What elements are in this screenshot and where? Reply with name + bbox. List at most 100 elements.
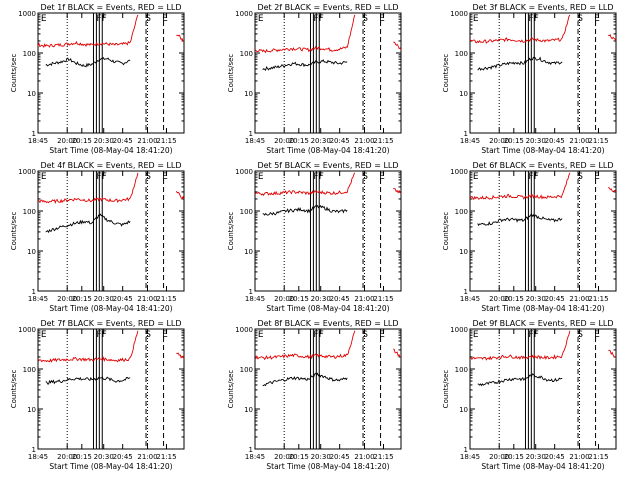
event-marker-label: FF <box>313 330 323 340</box>
y-tick-label: 100 <box>455 366 468 374</box>
x-tick-label: 18:45 <box>28 453 48 461</box>
x-axis-label: Start Time (08-May-04 18:41:20) <box>49 462 172 471</box>
x-tick-label: 20:45 <box>545 453 565 461</box>
event-marker-label: E <box>41 330 47 340</box>
x-tick-label: 20:45 <box>113 295 133 303</box>
y-tick-label: 100 <box>240 366 253 374</box>
y-tick-label: 1000 <box>450 326 468 334</box>
detector-panel-2: Det 2f BLACK = Events, RED = LLD 1 10 100 10… <box>227 3 402 155</box>
x-tick-label: 20:00 <box>57 137 77 145</box>
y-tick-label: 10 <box>459 90 468 98</box>
plot-frame <box>469 170 617 292</box>
y-tick-label: 1 <box>464 130 468 138</box>
event-marker-label: E <box>258 14 264 24</box>
event-marker-label: E <box>473 14 479 24</box>
panel-title: Det 1f BLACK = Events, RED = LLD <box>40 3 181 12</box>
x-tick-label: 21:15 <box>588 295 608 303</box>
x-tick-label: 21:15 <box>373 137 393 145</box>
event-marker-label: E <box>258 330 264 340</box>
plot-frame <box>37 170 185 292</box>
x-axis-label: Start Time (08-May-04 18:41:20) <box>481 304 604 313</box>
x-tick-label: 20:15 <box>504 295 524 303</box>
x-tick-label: 20:15 <box>72 453 92 461</box>
series-line-lld <box>37 172 139 204</box>
x-axis-label: Start Time (08-May-04 18:41:20) <box>49 146 172 155</box>
panel-title: Det 4f BLACK = Events, RED = LLD <box>40 161 181 170</box>
x-axis-label: Start Time (08-May-04 18:41:20) <box>266 146 389 155</box>
y-tick-label: 10 <box>27 90 36 98</box>
x-tick-label: 20:00 <box>489 137 509 145</box>
y-tick-label: 1 <box>249 446 253 454</box>
series-line-lld <box>175 190 185 200</box>
detector-panel-5: Det 5f BLACK = Events, RED = LLD 1 10 100 10… <box>227 161 402 313</box>
y-tick-label: 100 <box>23 50 36 58</box>
y-tick-label: 1 <box>32 288 36 296</box>
x-tick-label: 20:00 <box>274 137 294 145</box>
x-tick-label: 20:00 <box>489 295 509 303</box>
x-tick-label: 20:30 <box>311 137 331 145</box>
y-tick-label: 10 <box>27 248 36 256</box>
series-line-lld <box>254 330 356 361</box>
event-marker-label: S <box>362 172 368 182</box>
event-marker-label: FF <box>528 330 538 340</box>
detector-panel-1: Det 1f BLACK = Events, RED = LLD 1 10 100 10… <box>10 3 185 155</box>
event-marker-label: E <box>379 14 385 24</box>
x-tick-label: 18:45 <box>28 137 48 145</box>
event-marker-label: S <box>577 172 583 182</box>
x-tick-label: 20:30 <box>526 453 546 461</box>
y-tick-label: 1000 <box>450 168 468 176</box>
x-tick-label: 21:00 <box>137 295 157 303</box>
plot-frame <box>254 328 402 450</box>
x-tick-label: 18:45 <box>245 295 265 303</box>
event-marker-label: E <box>162 172 168 182</box>
detector-panel-9: Det 9f BLACK = Events, RED = LLD 1 10 100 10… <box>442 319 617 471</box>
x-tick-label: 20:30 <box>94 295 114 303</box>
x-tick-label: 20:00 <box>274 453 294 461</box>
y-axis-label: Counts/sec <box>442 54 450 93</box>
series-line-events <box>262 59 348 72</box>
y-tick-label: 1 <box>464 446 468 454</box>
event-marker-label: S <box>362 14 368 24</box>
x-tick-label: 21:15 <box>588 453 608 461</box>
plot-frame <box>469 12 617 134</box>
detector-panel-4: Det 4f BLACK = Events, RED = LLD 1 10 100 10… <box>10 161 185 313</box>
x-tick-label: 21:00 <box>354 453 374 461</box>
y-tick-label: 1 <box>464 288 468 296</box>
x-tick-label: 20:15 <box>289 137 309 145</box>
x-axis-label: Start Time (08-May-04 18:41:20) <box>49 304 172 313</box>
event-marker-label: E <box>594 172 600 182</box>
x-tick-label: 21:15 <box>588 137 608 145</box>
y-axis-label: Counts/sec <box>10 54 18 93</box>
y-tick-label: 10 <box>27 406 36 414</box>
series-line-events <box>262 372 348 387</box>
series-line-lld <box>393 348 402 358</box>
event-marker-label: E <box>162 14 168 24</box>
x-tick-label: 18:45 <box>245 137 265 145</box>
x-tick-label: 20:45 <box>330 137 350 145</box>
x-tick-label: 18:45 <box>460 137 480 145</box>
x-tick-label: 20:45 <box>545 295 565 303</box>
y-axis-label: Counts/sec <box>10 212 18 251</box>
series-line-lld <box>608 349 617 358</box>
x-tick-label: 20:15 <box>504 137 524 145</box>
x-tick-label: 21:00 <box>354 137 374 145</box>
series-line-lld <box>254 14 356 54</box>
series-line-lld <box>393 41 402 51</box>
x-axis-label: Start Time (08-May-04 18:41:20) <box>266 304 389 313</box>
event-marker-label: E <box>41 14 47 24</box>
y-tick-label: 1000 <box>18 168 36 176</box>
series-line-lld <box>176 34 185 42</box>
y-tick-label: 100 <box>240 208 253 216</box>
x-tick-label: 21:00 <box>137 137 157 145</box>
series-line-events <box>477 373 563 387</box>
series-line-lld <box>608 33 617 42</box>
y-tick-label: 1 <box>32 446 36 454</box>
x-tick-label: 20:30 <box>94 137 114 145</box>
x-tick-label: 20:00 <box>274 295 294 303</box>
x-tick-label: 20:45 <box>113 453 133 461</box>
panel-title: Det 6f BLACK = Events, RED = LLD <box>472 161 613 170</box>
y-axis-label: Counts/sec <box>227 212 235 251</box>
plot-frame <box>37 328 185 450</box>
series-line-lld <box>393 188 402 194</box>
